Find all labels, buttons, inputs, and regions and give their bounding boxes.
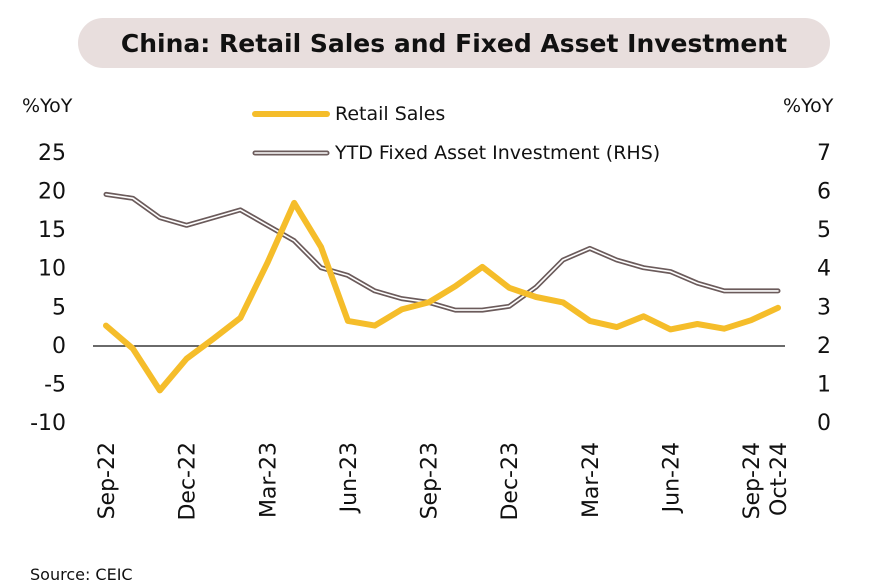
x-tick-label: Sep-24 <box>740 442 765 519</box>
x-tick-label: Mar-23 <box>256 442 281 518</box>
chart-title-banner: China: Retail Sales and Fixed Asset Inve… <box>78 18 830 68</box>
left-tick-label: -10 <box>30 411 66 436</box>
x-tick-label: Sep-22 <box>95 442 120 519</box>
right-tick-label: 6 <box>817 180 831 205</box>
left-tick-label: 5 <box>52 295 66 320</box>
x-tick-label: Jun-23 <box>337 442 362 514</box>
left-tick-label: 0 <box>52 334 66 359</box>
legend: Retail Sales YTD Fixed Asset Investment … <box>252 103 660 164</box>
right-tick-label: 2 <box>817 334 831 359</box>
x-axis: Sep-22 Dec-22 Mar-23 Jun-23 Sep-23 Dec-23 Mar-… <box>95 442 792 521</box>
x-tick-label: Sep-23 <box>418 442 443 519</box>
left-tick-label: 25 <box>38 141 66 166</box>
right-tick-label: 4 <box>817 257 831 282</box>
x-tick-label: Mar-24 <box>579 442 604 518</box>
source-note: Source: CEIC <box>30 565 133 584</box>
right-axis-unit: %YoY <box>783 95 834 117</box>
right-tick-label: 0 <box>817 411 831 436</box>
fai-line <box>105 193 779 311</box>
left-tick-label: 15 <box>38 218 66 243</box>
legend-label-fai: YTD Fixed Asset Investment (RHS) <box>334 142 660 164</box>
left-tick-label: 10 <box>38 257 66 282</box>
right-tick-label: 5 <box>817 218 831 243</box>
right-axis: 7 6 5 4 3 2 1 0 <box>817 141 831 436</box>
x-tick-label: Dec-22 <box>176 442 201 521</box>
legend-label-retail-sales: Retail Sales <box>335 103 445 125</box>
x-tick-label: Jun-24 <box>659 442 684 514</box>
retail-sales-line <box>103 199 781 394</box>
retail-sales-series <box>103 199 781 394</box>
fai-series <box>103 191 781 313</box>
right-tick-label: 1 <box>817 372 831 397</box>
left-tick-label: -5 <box>44 372 66 397</box>
left-tick-label: 20 <box>38 180 66 205</box>
left-axis-unit: %YoY <box>22 95 73 117</box>
left-axis: 25 20 15 10 5 0 -5 -10 <box>30 141 66 436</box>
right-tick-label: 7 <box>817 141 831 166</box>
x-tick-label: Oct-24 <box>767 442 792 516</box>
right-tick-label: 3 <box>817 295 831 320</box>
chart-canvas: %YoY %YoY Retail Sales YTD Fixed Asset I… <box>22 95 834 521</box>
chart-title: China: Retail Sales and Fixed Asset Inve… <box>120 28 788 58</box>
x-tick-label: Dec-23 <box>498 442 523 521</box>
